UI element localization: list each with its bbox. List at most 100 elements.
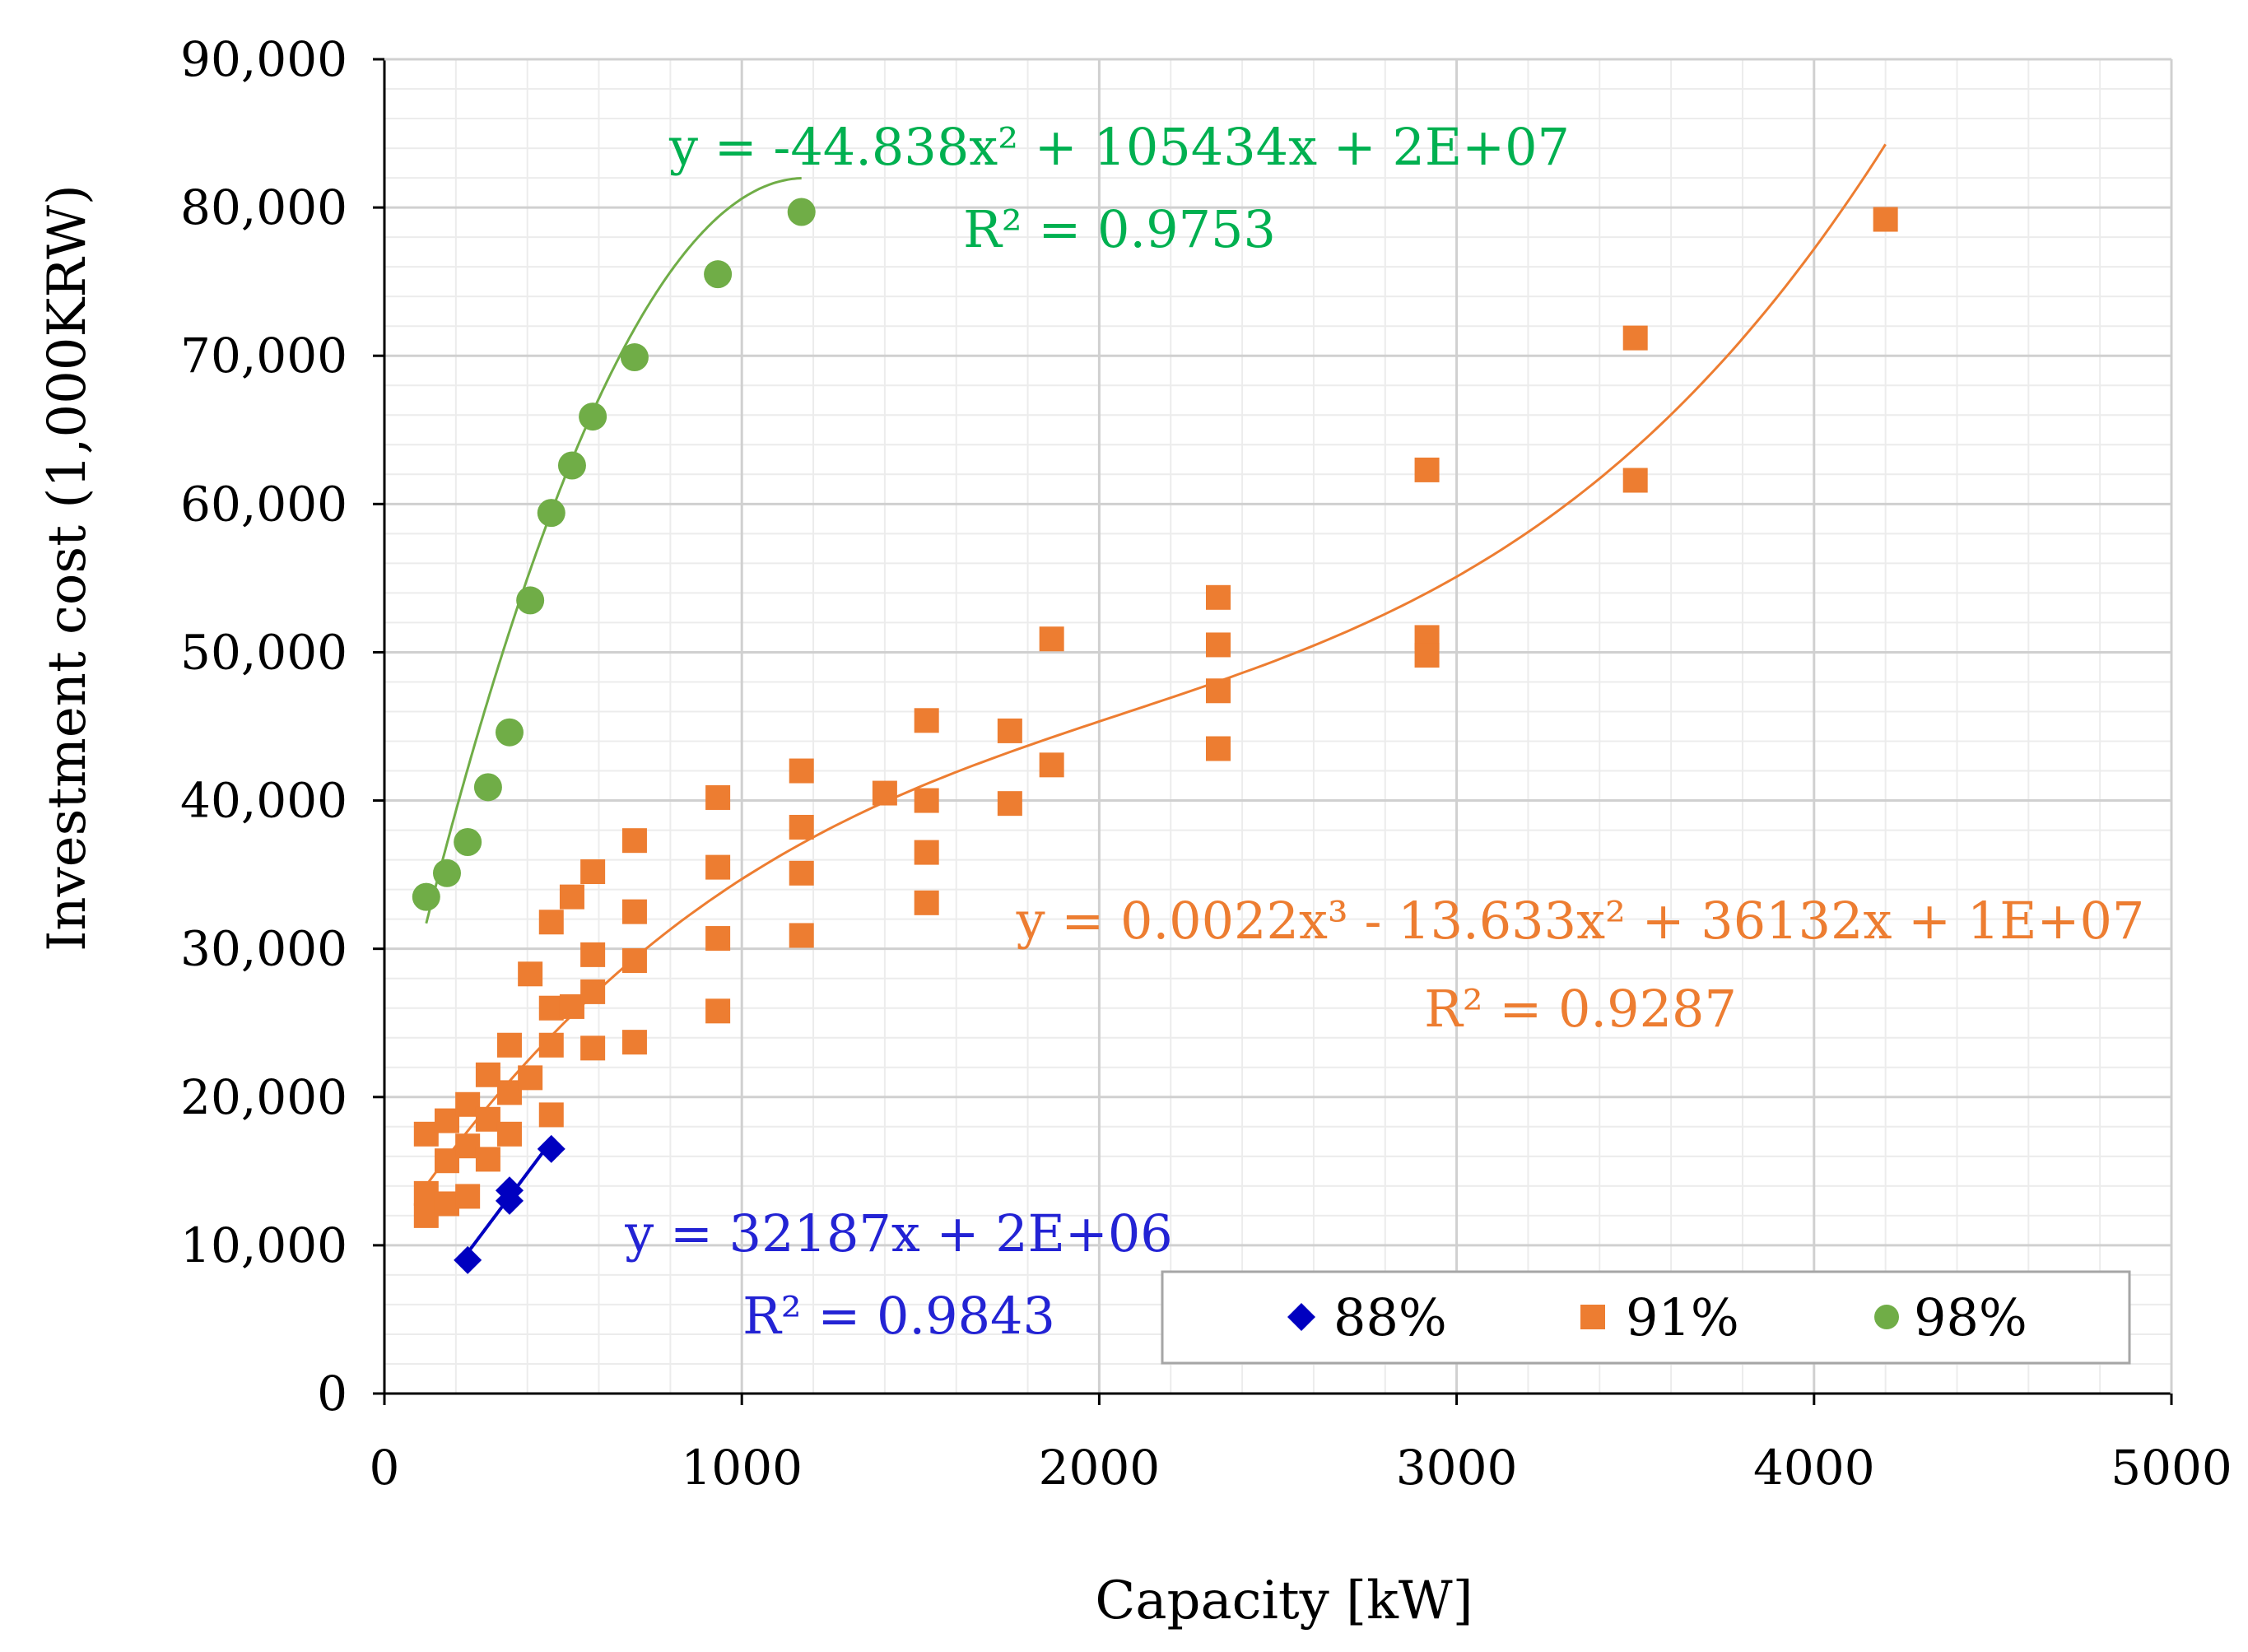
point-91 [1039, 626, 1064, 652]
point-91 [621, 1030, 647, 1055]
y-tick-label: 90,000 [180, 31, 347, 87]
point-91 [434, 1191, 459, 1217]
r2-88: R² = 0.9843 [742, 1286, 1055, 1346]
point-91 [559, 994, 584, 1019]
point-91 [1414, 457, 1440, 482]
point-88 [537, 1134, 565, 1163]
r2-98: R² = 0.9753 [963, 199, 1276, 259]
point-88 [495, 1176, 524, 1205]
legend-box [1161, 1270, 2131, 1365]
point-88 [454, 1245, 482, 1274]
legend-label-88: 88% [1333, 1287, 1447, 1347]
point-98 [787, 198, 816, 226]
point-91 [621, 948, 647, 974]
trendline-98 [425, 177, 802, 924]
point-98 [495, 718, 524, 747]
r2-91: R² = 0.9287 [1424, 979, 1737, 1039]
x-tick-label: 4000 [1753, 1440, 1875, 1496]
point-91 [538, 910, 564, 935]
y-tick-label: 10,000 [180, 1217, 347, 1273]
y-tick-label: 0 [317, 1366, 347, 1422]
point-91 [413, 1203, 439, 1228]
y-tick-label: 80,000 [180, 179, 347, 235]
y-axis-title: Investment cost (1,000KRW) [37, 184, 98, 952]
point-91 [621, 899, 647, 924]
point-91 [621, 828, 647, 854]
y-tick-label: 70,000 [180, 328, 347, 384]
legend-marker-98 [1874, 1305, 1899, 1329]
equation-88: y = 32187x + 2E+06 [624, 1203, 1173, 1263]
point-98 [516, 586, 545, 615]
point-91 [997, 718, 1022, 743]
point-98 [537, 499, 565, 528]
point-98 [704, 260, 733, 289]
point-98 [620, 343, 649, 372]
point-91 [518, 1065, 543, 1091]
x-tick-label: 2000 [1039, 1440, 1161, 1496]
x-tick-label: 1000 [681, 1440, 803, 1496]
point-91 [1873, 207, 1898, 232]
y-tick-label: 40,000 [180, 773, 347, 829]
y-tick-label: 20,000 [180, 1069, 347, 1125]
point-91 [496, 1080, 522, 1105]
point-91 [789, 814, 814, 840]
axes [373, 58, 2173, 1405]
legend-marker-91 [1580, 1305, 1605, 1329]
point-91 [914, 840, 939, 865]
point-91 [1205, 678, 1231, 704]
point-91 [997, 791, 1022, 817]
point-91 [914, 788, 939, 813]
point-98 [473, 773, 502, 802]
point-91 [1622, 325, 1648, 351]
point-91 [1414, 643, 1440, 668]
point-91 [475, 1147, 500, 1172]
point-91 [789, 860, 814, 886]
data-points [412, 198, 1898, 1274]
point-91 [705, 854, 731, 880]
point-91 [434, 1148, 459, 1174]
point-91 [496, 1032, 522, 1058]
point-91 [580, 859, 606, 885]
x-tick-label: 0 [370, 1440, 400, 1496]
point-91 [413, 1180, 439, 1206]
point-91 [705, 784, 731, 810]
point-98 [557, 451, 586, 480]
point-91 [455, 1184, 481, 1209]
point-91 [872, 780, 897, 806]
legend-label-91: 91% [1626, 1287, 1739, 1347]
point-91 [1205, 584, 1231, 610]
point-91 [789, 758, 814, 784]
point-91 [580, 1035, 606, 1061]
point-91 [1622, 468, 1648, 493]
point-98 [432, 859, 461, 887]
x-axis-title: Capacity [kW] [1095, 1571, 1473, 1631]
equation-98: y = -44.838x² + 105434x + 2E+07 [668, 117, 1570, 177]
legend: 88% 91% 98% [1161, 1270, 2131, 1365]
point-91 [580, 942, 606, 967]
point-91 [413, 1121, 439, 1147]
point-91 [1205, 736, 1231, 761]
point-91 [1039, 752, 1064, 778]
y-tick-label: 60,000 [180, 476, 347, 532]
point-91 [475, 1062, 500, 1087]
y-tick-labels: 0 10,000 20,000 30,000 40,000 50,000 60,000 70,… [180, 31, 347, 1422]
point-98 [579, 403, 607, 431]
y-tick-label: 50,000 [180, 624, 347, 680]
point-91 [496, 1121, 522, 1147]
x-tick-label: 3000 [1396, 1440, 1518, 1496]
legend-label-98: 98% [1914, 1287, 2027, 1347]
y-tick-label: 30,000 [180, 921, 347, 977]
point-91 [789, 923, 814, 948]
equation-91: y = 0.0022x³ - 13.633x² + 36132x + 1E+07 [1016, 891, 2145, 951]
point-91 [914, 890, 939, 915]
trendline-91 [425, 143, 1887, 1186]
point-91 [518, 961, 543, 987]
x-tick-labels: 0 1000 2000 3000 4000 5000 [370, 1440, 2232, 1496]
legend-marker-88 [1287, 1303, 1315, 1331]
point-91 [914, 708, 939, 733]
point-91 [538, 1032, 564, 1058]
point-91 [705, 926, 731, 952]
point-91 [580, 979, 606, 1004]
